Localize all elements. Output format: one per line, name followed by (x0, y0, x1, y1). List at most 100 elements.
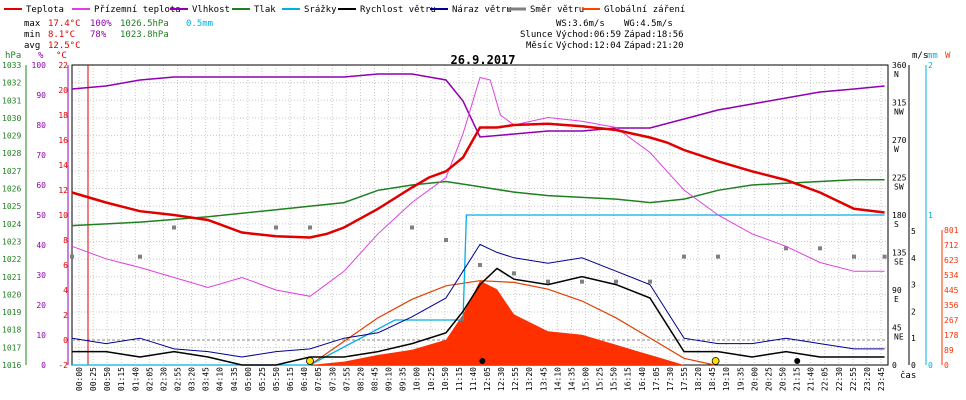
wind-direction-point (172, 225, 176, 230)
x-tick-label: 00:25 (89, 367, 98, 391)
temp-tick-label: 18 (58, 111, 68, 120)
direction-compass-label: W (894, 145, 899, 154)
x-tick-label: 02:05 (145, 367, 154, 391)
radiation-area (72, 280, 888, 365)
legend-smer-vetru: Směr větru (530, 5, 584, 15)
x-tick-label: 14:35 (567, 367, 576, 391)
x-tick-label: 07:05 (314, 367, 323, 391)
radiation-tick-label: 534 (944, 271, 959, 280)
x-tick-label: 05:50 (272, 367, 281, 391)
wind-tick-label: 2 (911, 307, 916, 316)
wind-direction-point (70, 254, 74, 259)
x-tick-label: 04:35 (230, 367, 239, 391)
direction-tick-label: 45 (892, 324, 902, 333)
x-tick-label: 00:00 (75, 367, 84, 391)
legend: Teplota Přízemní teplota Vlhkost Tlak Sr… (4, 5, 685, 15)
wind-tick-label: 5 (911, 227, 916, 236)
wind-direction-point (682, 254, 686, 259)
humidity-tick-label: 10 (36, 331, 46, 340)
rain-tick-label: 0 (928, 361, 933, 370)
stat-max-label: max (24, 19, 41, 29)
x-tick-label: 07:30 (328, 367, 337, 391)
direction-compass-label: NE (894, 333, 904, 342)
humidity-tick-label: 80 (36, 121, 46, 130)
axis-header-ms: m/s (912, 51, 928, 61)
pressure-tick-label: 1026 (2, 185, 21, 194)
series-layer (70, 73, 888, 366)
humidity-tick-label: 40 (36, 241, 46, 250)
pressure-tick-label: 1021 (2, 273, 21, 282)
stat-avg-label: avg (24, 41, 40, 51)
x-tick-label: 12:05 (483, 367, 492, 391)
sunrise-marker (306, 357, 314, 365)
humidity-tick-label: 70 (36, 151, 46, 160)
wind-direction-point (580, 279, 584, 284)
pressure-tick-label: 1030 (2, 114, 21, 123)
radiation-tick-label: 0 (944, 361, 949, 370)
x-tick-label: 10:00 (413, 367, 422, 391)
stat-wg: WG:4.5m/s (624, 19, 673, 29)
temp-tick-label: 2 (63, 311, 68, 320)
x-tick-label: 11:40 (469, 367, 478, 391)
x-tick-label: 22:05 (821, 367, 830, 391)
x-tick-label: 16:15 (624, 367, 633, 391)
temp-tick-label: 10 (58, 211, 68, 220)
pressure-tick-label: 1017 (2, 343, 21, 352)
stat-moon-label: Měsíc (526, 41, 553, 51)
stat-min-label: min (24, 30, 40, 40)
pressure-line (71, 178, 885, 227)
humidity-line (71, 73, 885, 138)
x-tick-label: 08:45 (370, 367, 379, 391)
stat-moonset: Západ:21:20 (624, 41, 684, 51)
x-tick-label: 15:25 (596, 367, 605, 391)
wind-direction-point (784, 246, 788, 251)
stat-max-rain: 0.5mm (186, 19, 213, 29)
x-tick-label: 17:55 (680, 367, 689, 391)
x-tick-label: 05:25 (258, 367, 267, 391)
x-tick-label: 21:40 (807, 367, 816, 391)
wind-direction-point (410, 225, 414, 230)
wind-direction-point (852, 254, 856, 259)
stat-max-humidity: 100% (90, 19, 112, 29)
pressure-tick-label: 1031 (2, 96, 21, 105)
axis-header-hpa: hPa (5, 51, 21, 61)
legend-prizemni-teplota: Přízemní teplota (94, 5, 181, 15)
x-tick-label: 19:10 (722, 367, 731, 391)
axis-header-mm: mm (927, 51, 938, 61)
radiation-tick-label: 712 (944, 241, 959, 250)
x-tick-label: 03:45 (202, 367, 211, 391)
x-tick-label: 13:45 (539, 367, 548, 391)
temperature-line (71, 122, 885, 239)
x-tick-label: 00:50 (103, 367, 112, 391)
stat-min-pressure: 1023.8hPa (120, 30, 169, 40)
humidity-tick-label: 30 (36, 271, 46, 280)
direction-compass-label: NW (894, 108, 904, 117)
stat-min-temp: 8.1°C (48, 30, 75, 40)
wind-direction-point (478, 263, 482, 267)
wind-tick-label: 4 (911, 254, 916, 263)
x-tick-label: 20:00 (750, 367, 759, 391)
x-tick-label: 12:30 (497, 367, 506, 391)
stat-max-pressure: 1026.5hPa (120, 19, 169, 29)
moonrise-marker (479, 358, 486, 364)
legend-vlhkost: Vlhkost (192, 5, 230, 15)
legend-globalni-zareni: Globální záření (604, 5, 685, 15)
pressure-tick-label: 1020 (2, 290, 21, 299)
temp-tick-label: -2 (58, 361, 68, 370)
x-tick-label: 03:20 (188, 367, 197, 391)
direction-tick-label: 225 (892, 174, 907, 183)
wind-tick-label: 3 (911, 281, 916, 290)
temp-tick-label: 8 (63, 236, 68, 245)
x-tick-label: 12:55 (511, 367, 520, 391)
wind-direction-point (444, 238, 448, 242)
temp-tick-label: 14 (58, 161, 68, 170)
axis-header-celsius: °C (56, 51, 67, 61)
wind-gust-line (71, 243, 885, 358)
stat-sun-label: Slunce (520, 30, 553, 40)
x-axis-label: čas (900, 370, 916, 381)
x-tick-label: 15:50 (610, 367, 619, 391)
pressure-tick-label: 1024 (2, 220, 21, 229)
pressure-tick-label: 1025 (2, 202, 21, 211)
temp-tick-label: 6 (63, 261, 68, 270)
